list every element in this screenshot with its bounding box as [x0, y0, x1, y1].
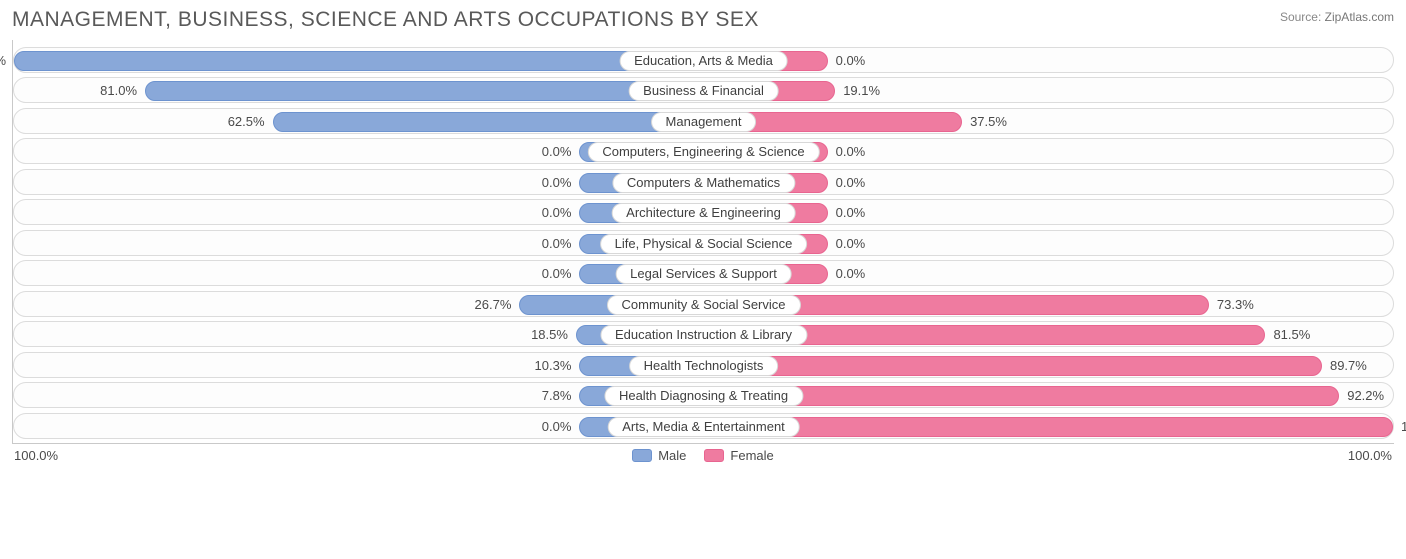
female-bar: [704, 417, 1394, 437]
chart-row: 10.3% 89.7% Health Technologists: [13, 352, 1394, 378]
category-label: Business & Financial: [628, 81, 779, 101]
male-pct-label: 0.0%: [542, 231, 572, 257]
chart-row: 0.0% 0.0% Computers, Engineering & Science: [13, 138, 1394, 164]
female-pct-label: 92.2%: [1347, 383, 1384, 409]
female-pct-label: 0.0%: [836, 261, 866, 287]
male-pct-label: 0.0%: [542, 170, 572, 196]
source-label: Source:: [1280, 10, 1321, 24]
female-pct-label: 73.3%: [1217, 292, 1254, 318]
legend-label-female: Female: [730, 448, 773, 463]
legend-label-male: Male: [658, 448, 686, 463]
chart-row: 0.0% 0.0% Life, Physical & Social Science: [13, 230, 1394, 256]
male-pct-label: 0.0%: [542, 139, 572, 165]
category-label: Computers, Engineering & Science: [587, 142, 819, 162]
female-bar: [704, 356, 1322, 376]
chart-row: 81.0% 19.1% Business & Financial: [13, 77, 1394, 103]
male-bar: [145, 81, 703, 101]
female-pct-label: 0.0%: [836, 200, 866, 226]
female-pct-label: 0.0%: [836, 170, 866, 196]
category-label: Health Technologists: [629, 356, 779, 376]
legend-item-male: Male: [632, 448, 686, 463]
category-label: Health Diagnosing & Treating: [604, 386, 803, 406]
male-bar: [14, 51, 704, 71]
category-label: Computers & Mathematics: [612, 173, 795, 193]
male-pct-label: 100.0%: [0, 48, 6, 74]
male-pct-label: 18.5%: [531, 322, 568, 348]
male-pct-label: 10.3%: [535, 353, 572, 379]
category-label: Arts, Media & Entertainment: [607, 417, 800, 437]
chart-row: 0.0% 0.0% Legal Services & Support: [13, 260, 1394, 286]
male-pct-label: 0.0%: [542, 200, 572, 226]
male-pct-label: 81.0%: [100, 78, 137, 104]
category-label: Education Instruction & Library: [600, 325, 807, 345]
legend-item-female: Female: [704, 448, 773, 463]
chart-title: MANAGEMENT, BUSINESS, SCIENCE AND ARTS O…: [12, 8, 759, 32]
female-pct-label: 81.5%: [1273, 322, 1310, 348]
chart-source: Source: ZipAtlas.com: [1280, 8, 1394, 24]
female-pct-label: 89.7%: [1330, 353, 1367, 379]
female-pct-label: 37.5%: [970, 109, 1007, 135]
chart-row: 7.8% 92.2% Health Diagnosing & Treating: [13, 382, 1394, 408]
category-label: Community & Social Service: [607, 295, 801, 315]
category-label: Education, Arts & Media: [619, 51, 788, 71]
female-pct-label: 0.0%: [836, 231, 866, 257]
male-pct-label: 0.0%: [542, 261, 572, 287]
category-label: Management: [651, 112, 757, 132]
chart-row: 18.5% 81.5% Education Instruction & Librar…: [13, 321, 1394, 347]
chart-row: 0.0% 0.0% Computers & Mathematics: [13, 169, 1394, 195]
male-pct-label: 62.5%: [228, 109, 265, 135]
axis-right-label: 100.0%: [1348, 448, 1392, 463]
category-label: Architecture & Engineering: [611, 203, 796, 223]
male-pct-label: 26.7%: [475, 292, 512, 318]
female-pct-label: 19.1%: [843, 78, 880, 104]
category-label: Legal Services & Support: [615, 264, 792, 284]
source-value: ZipAtlas.com: [1325, 10, 1394, 24]
legend: Male Female: [632, 448, 774, 463]
chart-row: 0.0%100.0%Arts, Media & Entertainment: [13, 413, 1394, 439]
chart-header: MANAGEMENT, BUSINESS, SCIENCE AND ARTS O…: [12, 8, 1394, 32]
female-pct-label: 0.0%: [836, 48, 866, 74]
female-pct-label: 0.0%: [836, 139, 866, 165]
male-bar: [273, 112, 704, 132]
male-pct-label: 0.0%: [542, 414, 572, 440]
category-label: Life, Physical & Social Science: [600, 234, 808, 254]
chart-row: 100.0%0.0%Education, Arts & Media: [13, 47, 1394, 73]
chart-row: 0.0% 0.0% Architecture & Engineering: [13, 199, 1394, 225]
chart-row: 26.7% 73.3% Community & Social Service: [13, 291, 1394, 317]
axis-left-label: 100.0%: [14, 448, 58, 463]
axis-row: 100.0% Male Female 100.0%: [12, 444, 1394, 463]
legend-swatch-male: [632, 449, 652, 462]
legend-swatch-female: [704, 449, 724, 462]
female-pct-label: 100.0%: [1401, 414, 1406, 440]
chart-row: 62.5% 37.5% Management: [13, 108, 1394, 134]
diverging-bar-chart: 100.0%0.0%Education, Arts & Media81.0%19…: [12, 40, 1394, 444]
male-pct-label: 7.8%: [542, 383, 572, 409]
